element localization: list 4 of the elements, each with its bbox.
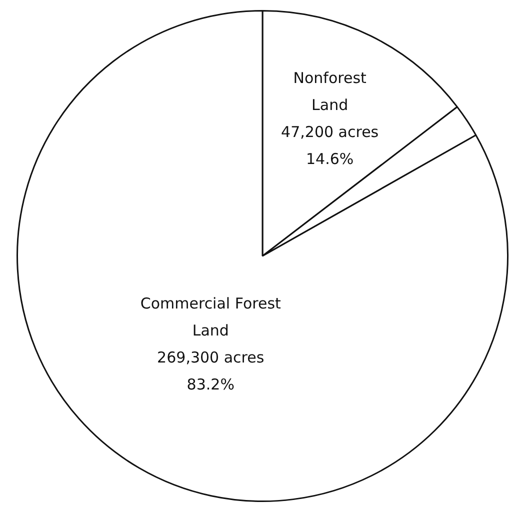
slice-label: Commercial Forest Land — [140, 294, 281, 340]
data-label: 47,200 acres 14.6% — [281, 123, 379, 168]
slice-label: Nonforest Land — [293, 69, 367, 114]
data-label: 269,300 acres 83.2% — [157, 348, 264, 394]
